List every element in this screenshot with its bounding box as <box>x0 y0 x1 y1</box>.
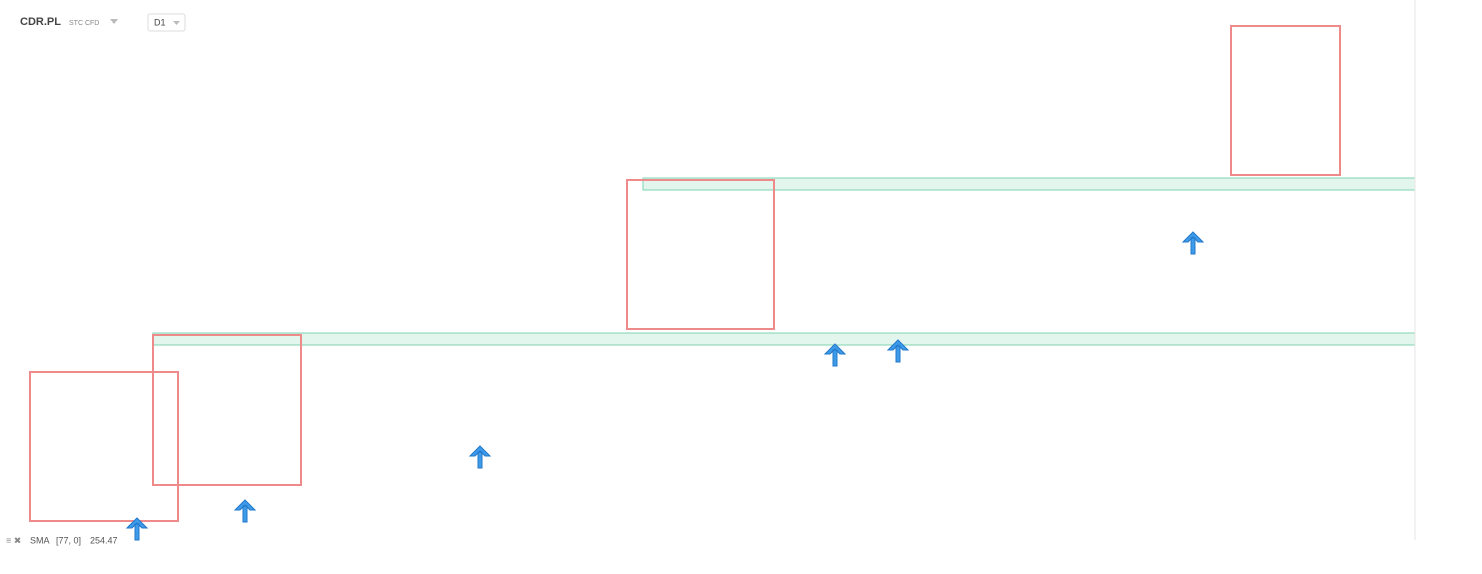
symbol: CDR.PL <box>20 16 61 28</box>
timeframe-select[interactable] <box>147 13 186 32</box>
indicator-name: SMA <box>30 535 50 545</box>
up-arrow <box>125 517 149 541</box>
arrows <box>125 231 1205 541</box>
timeframe: D1 <box>154 17 166 27</box>
indicator-params: [77, 0] <box>56 535 81 545</box>
indicator-legend-bg <box>0 532 128 548</box>
up-arrow <box>823 343 847 367</box>
highlight-box <box>152 334 302 486</box>
up-arrow <box>233 499 257 523</box>
indicator-icons[interactable]: ≡ ✖ <box>6 535 21 545</box>
up-arrow <box>1181 231 1205 255</box>
dropdown-icon <box>173 21 180 25</box>
annotations <box>29 25 1341 522</box>
indicator-value: 254.47 <box>90 535 118 545</box>
up-arrow <box>468 445 492 469</box>
highlight-box <box>1230 25 1341 176</box>
highlight-box <box>626 179 775 330</box>
support-zone <box>152 332 1416 346</box>
instrument-type: STC CFD <box>69 20 99 27</box>
dropdown-icon[interactable] <box>110 19 118 24</box>
up-arrow <box>886 339 910 363</box>
highlight-box <box>29 371 179 522</box>
